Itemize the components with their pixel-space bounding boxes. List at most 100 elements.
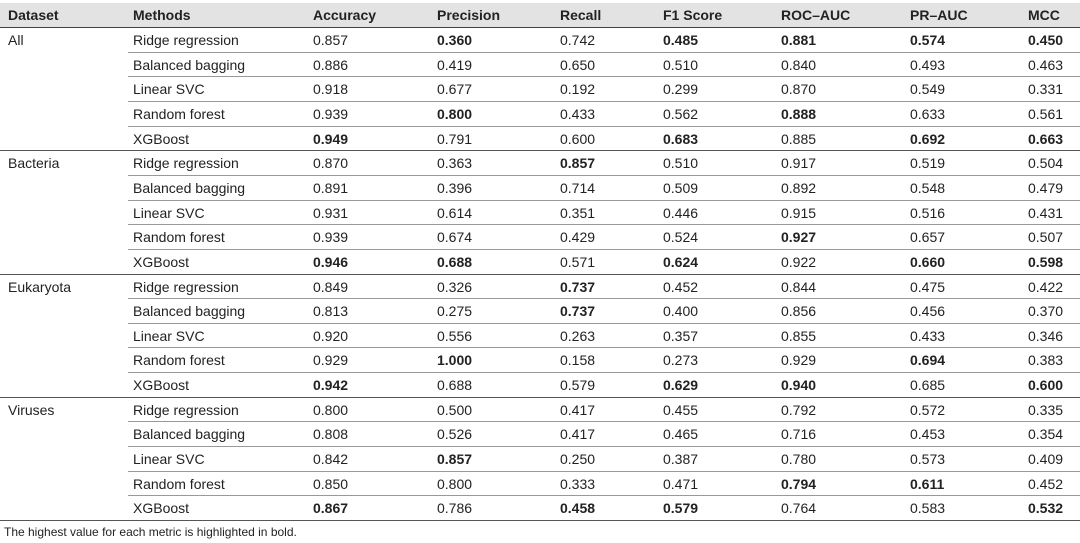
metric-cell: 0.650 bbox=[560, 56, 596, 73]
method-label: Balanced bagging bbox=[133, 56, 246, 73]
metric-cell: 0.857 bbox=[560, 155, 596, 172]
metric-cell: 0.458 bbox=[560, 500, 596, 517]
metric-cell: 0.370 bbox=[1028, 303, 1064, 320]
metric-cell: 0.886 bbox=[313, 56, 349, 73]
metric-cell: 0.870 bbox=[313, 155, 349, 172]
metric-cell: 0.844 bbox=[781, 278, 817, 295]
metric-cell: 0.764 bbox=[781, 500, 817, 517]
row-rule bbox=[128, 125, 1080, 127]
method-label: Balanced bagging bbox=[133, 303, 246, 320]
metric-cell: 0.920 bbox=[313, 327, 349, 344]
row-rule bbox=[128, 347, 1080, 349]
metric-cell: 0.510 bbox=[663, 155, 699, 172]
metric-cell: 0.737 bbox=[560, 303, 596, 320]
metric-cell: 0.660 bbox=[910, 253, 946, 270]
metric-cell: 0.892 bbox=[781, 179, 817, 196]
metric-cell: 0.396 bbox=[437, 179, 473, 196]
row-rule bbox=[128, 174, 1080, 176]
row-rule bbox=[128, 322, 1080, 324]
dataset-label: Viruses bbox=[8, 401, 55, 418]
metric-cell: 0.516 bbox=[910, 204, 946, 221]
metric-cell: 0.840 bbox=[781, 56, 817, 73]
metric-cell: 0.429 bbox=[560, 229, 596, 246]
metric-cell: 0.335 bbox=[1028, 401, 1064, 418]
metric-cell: 0.463 bbox=[1028, 56, 1064, 73]
metric-cell: 0.633 bbox=[910, 105, 946, 122]
column-header: MCC bbox=[1028, 7, 1060, 23]
row-rule bbox=[128, 224, 1080, 226]
metric-cell: 0.504 bbox=[1028, 155, 1064, 172]
metric-cell: 0.800 bbox=[437, 105, 473, 122]
metric-cell: 0.331 bbox=[1028, 81, 1064, 98]
metric-cell: 0.927 bbox=[781, 229, 817, 246]
metric-cell: 0.800 bbox=[313, 401, 349, 418]
metric-cell: 0.571 bbox=[560, 253, 596, 270]
metric-cell: 1.000 bbox=[437, 352, 473, 369]
method-label: Linear SVC bbox=[133, 451, 205, 468]
metric-cell: 0.158 bbox=[560, 352, 596, 369]
column-header: Recall bbox=[560, 7, 602, 23]
row-rule bbox=[128, 100, 1080, 102]
metric-cell: 0.526 bbox=[437, 426, 473, 443]
method-label: Linear SVC bbox=[133, 204, 205, 221]
method-label: XGBoost bbox=[133, 500, 190, 517]
metric-cell: 0.881 bbox=[781, 32, 817, 48]
metric-cell: 0.524 bbox=[663, 229, 699, 246]
metric-cell: 0.561 bbox=[1028, 105, 1064, 122]
row-rule bbox=[128, 470, 1080, 472]
metric-cell: 0.849 bbox=[313, 278, 349, 295]
method-label: Random forest bbox=[133, 352, 225, 369]
metric-cell: 0.548 bbox=[910, 179, 946, 196]
row-rule bbox=[128, 298, 1080, 300]
metric-cell: 0.562 bbox=[663, 105, 699, 122]
method-label: Ridge regression bbox=[133, 32, 239, 48]
method-label: Ridge regression bbox=[133, 401, 239, 418]
metric-cell: 0.400 bbox=[663, 303, 699, 320]
method-label: Ridge regression bbox=[133, 155, 239, 172]
metric-cell: 0.192 bbox=[560, 81, 596, 98]
metric-cell: 0.918 bbox=[313, 81, 349, 98]
metric-cell: 0.455 bbox=[663, 401, 699, 418]
metric-cell: 0.674 bbox=[437, 229, 473, 246]
metric-cell: 0.409 bbox=[1028, 451, 1064, 468]
metric-cell: 0.614 bbox=[437, 204, 473, 221]
header-band bbox=[0, 3, 1080, 27]
metric-cell: 0.949 bbox=[313, 130, 349, 147]
metric-cell: 0.383 bbox=[1028, 352, 1064, 369]
metric-cell: 0.326 bbox=[437, 278, 473, 295]
metric-cell: 0.431 bbox=[1028, 204, 1064, 221]
row-rule bbox=[128, 446, 1080, 448]
metric-cell: 0.273 bbox=[663, 352, 699, 369]
method-label: Ridge regression bbox=[133, 278, 239, 295]
method-label: Balanced bagging bbox=[133, 426, 246, 443]
metric-cell: 0.688 bbox=[437, 253, 473, 270]
metric-cell: 0.737 bbox=[560, 278, 596, 295]
group-rule bbox=[0, 150, 1080, 152]
metric-cell: 0.683 bbox=[663, 130, 699, 147]
metric-cell: 0.629 bbox=[663, 377, 699, 394]
metric-cell: 0.850 bbox=[313, 475, 349, 492]
group-rule bbox=[0, 396, 1080, 398]
metric-cell: 0.263 bbox=[560, 327, 596, 344]
dataset-label: Bacteria bbox=[8, 155, 60, 172]
method-label: Random forest bbox=[133, 105, 225, 122]
metric-cell: 0.465 bbox=[663, 426, 699, 443]
metric-cell: 0.351 bbox=[560, 204, 596, 221]
metric-cell: 0.940 bbox=[781, 377, 817, 394]
metric-cell: 0.922 bbox=[781, 253, 817, 270]
metric-cell: 0.716 bbox=[781, 426, 817, 443]
method-label: Linear SVC bbox=[133, 81, 205, 98]
method-label: Linear SVC bbox=[133, 327, 205, 344]
metric-cell: 0.275 bbox=[437, 303, 473, 320]
metric-cell: 0.417 bbox=[560, 401, 596, 418]
header-rule bbox=[0, 27, 1080, 28]
metric-cell: 0.507 bbox=[1028, 229, 1064, 246]
metric-cell: 0.556 bbox=[437, 327, 473, 344]
metric-cell: 0.422 bbox=[1028, 278, 1064, 295]
footnote: The highest value for each metric is hig… bbox=[4, 525, 297, 539]
metric-cell: 0.583 bbox=[910, 500, 946, 517]
metric-cell: 0.915 bbox=[781, 204, 817, 221]
metric-cell: 0.842 bbox=[313, 451, 349, 468]
metric-cell: 0.663 bbox=[1028, 130, 1064, 147]
row-rule bbox=[128, 495, 1080, 497]
